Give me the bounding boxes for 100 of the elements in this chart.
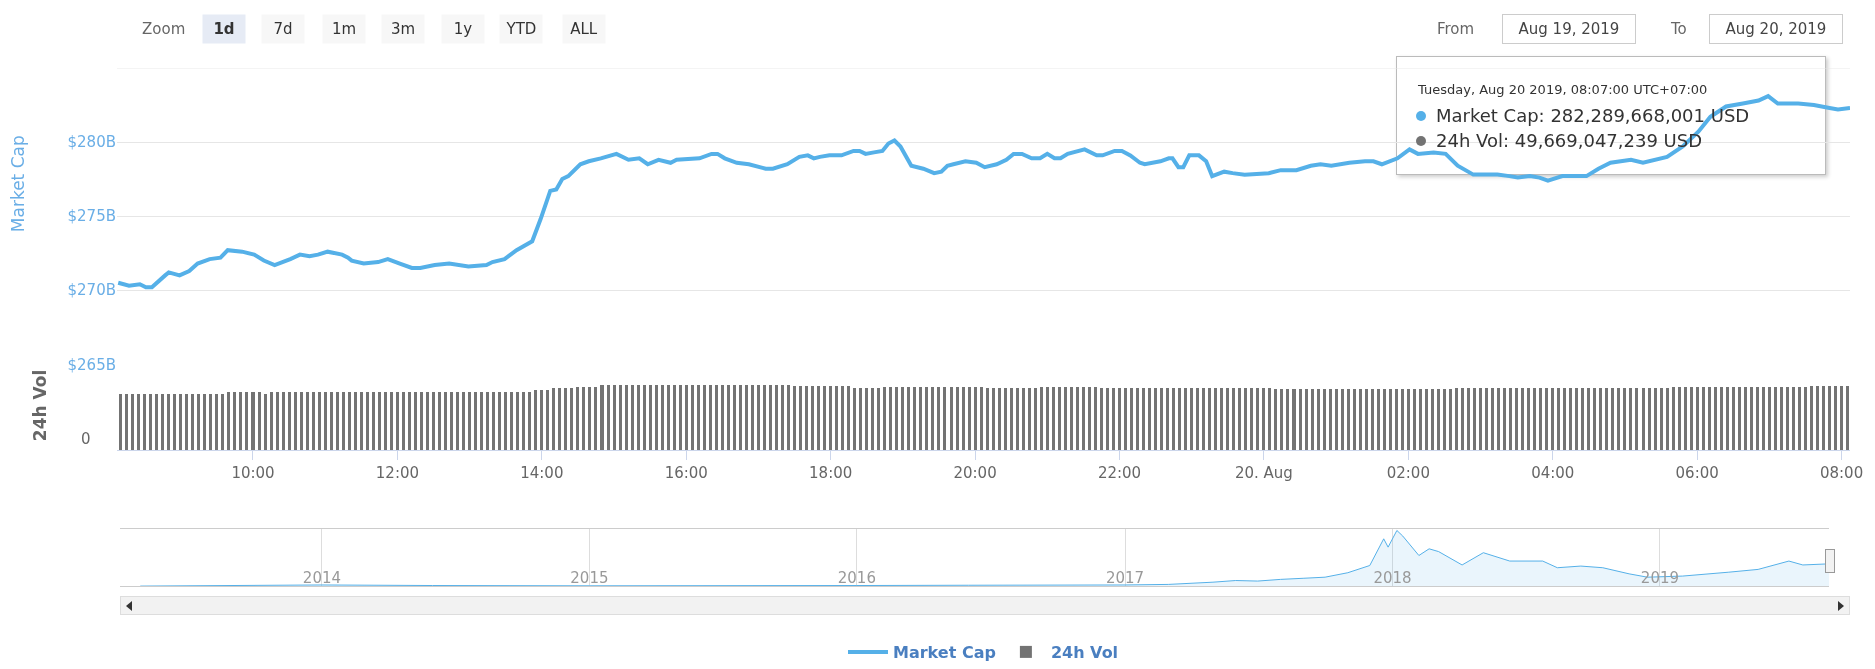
- bar: [215, 393, 218, 451]
- bar: [703, 384, 706, 451]
- bar: [1768, 386, 1771, 451]
- bar: [962, 386, 965, 451]
- bar: [1286, 388, 1289, 451]
- bar: [137, 393, 140, 451]
- bar: [203, 393, 206, 451]
- bar: [697, 384, 700, 451]
- bar: [1335, 388, 1338, 451]
- bar: [980, 386, 983, 451]
- bar: [474, 391, 477, 451]
- bar: [582, 386, 585, 451]
- bar: [1563, 387, 1566, 451]
- x-tick-label: 10:00: [231, 464, 275, 483]
- bar: [1389, 388, 1392, 451]
- bar: [877, 387, 880, 451]
- bar: [1443, 388, 1446, 451]
- bar: [667, 384, 670, 451]
- bar: [673, 384, 676, 451]
- bar: [1629, 387, 1632, 451]
- bar: [643, 384, 646, 451]
- bar: [324, 391, 327, 451]
- bar: [1666, 387, 1669, 451]
- bar: [233, 391, 236, 451]
- bar: [191, 393, 194, 451]
- legend-label: Market Cap: [893, 643, 996, 663]
- bar: [239, 391, 242, 451]
- bar: [1708, 386, 1711, 451]
- bar: [444, 391, 447, 451]
- bar: [143, 393, 146, 451]
- text: 3m: [390, 20, 416, 38]
- bar: [540, 389, 543, 451]
- bar: [1022, 387, 1025, 451]
- bar: [751, 384, 754, 451]
- bar: [282, 391, 285, 451]
- text: Zoom: [142, 20, 186, 38]
- bar: [871, 387, 874, 451]
- bar: [1738, 386, 1741, 451]
- x-tick-label: 04:00: [1531, 464, 1575, 483]
- x-tick-label: 2016: [837, 569, 876, 588]
- bar: [823, 385, 826, 451]
- bar: [986, 387, 989, 451]
- bar: [534, 389, 537, 451]
- bar: [691, 384, 694, 451]
- bar: [264, 393, 267, 451]
- bar: [637, 384, 640, 451]
- bar: [1473, 387, 1476, 451]
- bar: [1479, 387, 1482, 451]
- bar: [998, 387, 1001, 451]
- bar: [787, 384, 790, 451]
- annotation: Market Cap: 282,289,668,001 USD: [1436, 105, 1750, 126]
- bar: [486, 391, 489, 451]
- bar: [1118, 387, 1121, 451]
- bar: [613, 384, 616, 451]
- bar: [1088, 386, 1091, 451]
- bar: [925, 386, 928, 451]
- bar: [799, 385, 802, 451]
- bar: [829, 385, 832, 451]
- bar: [1347, 388, 1350, 451]
- bar: [456, 391, 459, 451]
- bar: [1726, 386, 1729, 451]
- y-axis-title: 24h Vol: [29, 369, 50, 442]
- bar: [1744, 386, 1747, 451]
- bar: [793, 385, 796, 451]
- text: 1m: [331, 20, 357, 38]
- bar: [360, 391, 363, 451]
- bar: [552, 387, 555, 451]
- bar: [847, 385, 850, 451]
- bar: [1244, 387, 1247, 451]
- bar: [1509, 387, 1512, 451]
- bar: [1070, 386, 1073, 451]
- bar: [270, 391, 273, 451]
- bar: [1407, 388, 1410, 451]
- bar: [763, 384, 766, 451]
- bar: [739, 384, 742, 451]
- bar: [576, 386, 579, 451]
- bar: [1004, 387, 1007, 451]
- x-tick-label: 08:00: [1819, 464, 1864, 483]
- bar: [173, 393, 176, 451]
- bar: [1124, 387, 1127, 451]
- bar: [781, 384, 784, 451]
- bar: [131, 393, 134, 451]
- x-tick-label: 22:00: [1097, 464, 1142, 483]
- bar: [179, 393, 182, 451]
- bar: [1840, 385, 1843, 451]
- x-tick-label: 2015: [570, 569, 609, 588]
- bar: [1551, 387, 1554, 451]
- bar: [1160, 387, 1163, 451]
- bar: [504, 391, 507, 451]
- bar: [372, 391, 375, 451]
- bar: [1497, 387, 1500, 451]
- x-tick-label: 2018: [1373, 569, 1412, 588]
- bar: [1527, 387, 1530, 451]
- x-tick-label: 2014: [302, 569, 342, 588]
- bar: [1605, 387, 1608, 451]
- bar: [300, 391, 303, 451]
- bar: [1040, 386, 1043, 451]
- bar: [835, 385, 838, 451]
- bar: [721, 384, 724, 451]
- bar: [1714, 386, 1717, 451]
